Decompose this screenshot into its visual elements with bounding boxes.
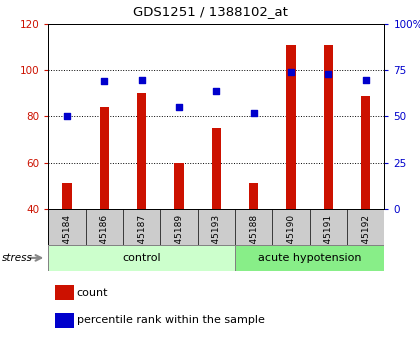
Bar xyxy=(62,183,72,209)
Text: GSM45189: GSM45189 xyxy=(174,214,184,263)
Bar xyxy=(174,162,184,209)
Point xyxy=(63,114,70,119)
Point xyxy=(138,77,145,82)
Text: GSM45192: GSM45192 xyxy=(361,214,370,263)
Bar xyxy=(55,313,74,328)
Point xyxy=(362,77,369,82)
Bar xyxy=(249,183,258,209)
Bar xyxy=(235,245,384,271)
Bar xyxy=(324,45,333,209)
Text: GSM45187: GSM45187 xyxy=(137,214,146,263)
Text: GSM45188: GSM45188 xyxy=(249,214,258,263)
Bar xyxy=(361,96,370,209)
Text: acute hypotension: acute hypotension xyxy=(258,253,361,263)
Text: GSM45191: GSM45191 xyxy=(324,214,333,263)
Point xyxy=(288,69,294,75)
Text: GSM45184: GSM45184 xyxy=(63,214,71,263)
Point xyxy=(325,71,332,77)
Bar xyxy=(137,93,146,209)
Text: stress: stress xyxy=(2,253,33,263)
Bar xyxy=(100,107,109,209)
Point xyxy=(101,79,108,84)
Text: count: count xyxy=(77,288,108,297)
Text: GDS1251 / 1388102_at: GDS1251 / 1388102_at xyxy=(133,5,287,18)
Point xyxy=(250,110,257,116)
Text: GSM45190: GSM45190 xyxy=(286,214,295,263)
Bar xyxy=(286,45,296,209)
Bar xyxy=(212,128,221,209)
Bar xyxy=(48,245,235,271)
Point xyxy=(176,105,182,110)
Text: GSM45193: GSM45193 xyxy=(212,214,221,263)
Bar xyxy=(55,285,74,300)
Point xyxy=(213,88,220,93)
Text: control: control xyxy=(122,253,161,263)
Text: GSM45186: GSM45186 xyxy=(100,214,109,263)
Text: percentile rank within the sample: percentile rank within the sample xyxy=(77,315,265,325)
